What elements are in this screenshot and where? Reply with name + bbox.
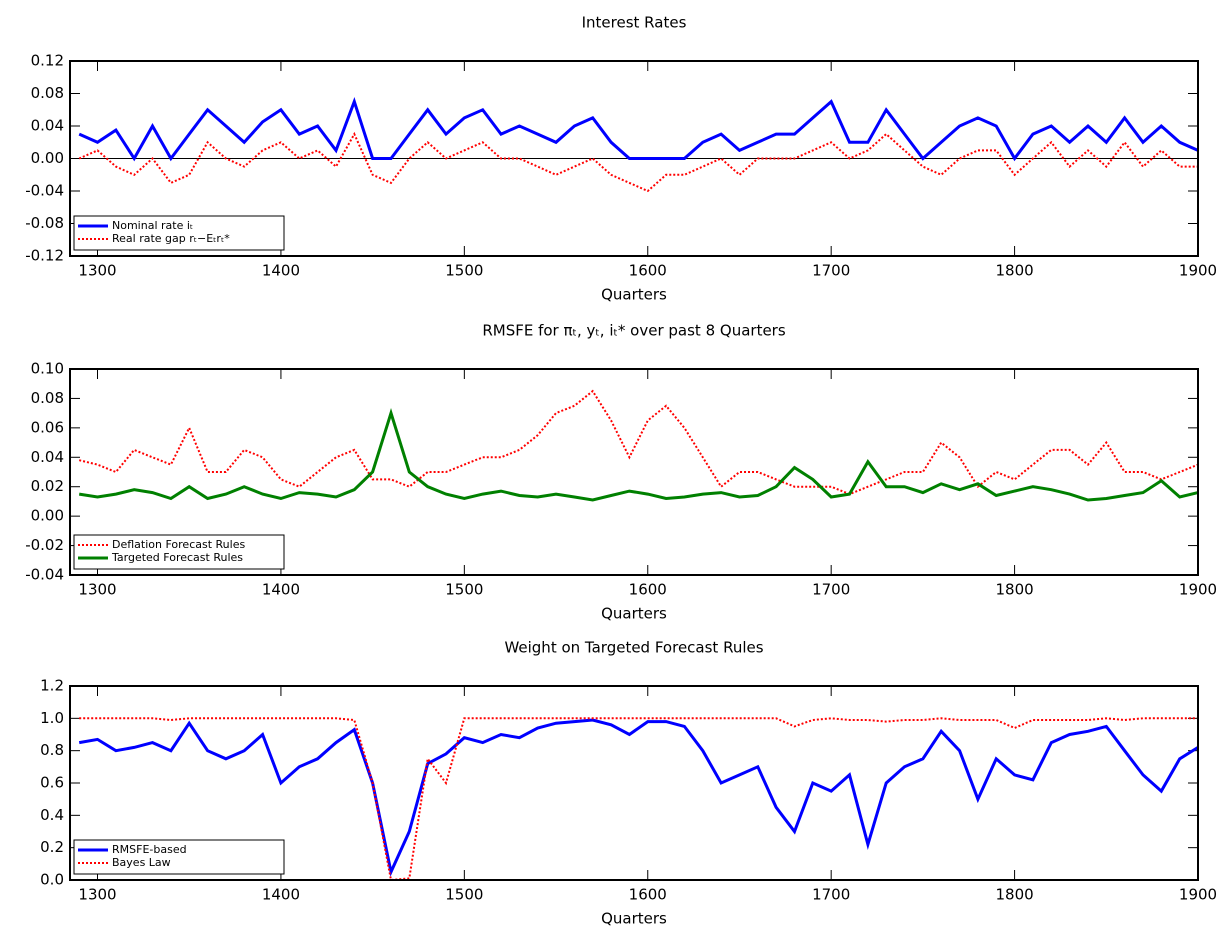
y-tick-label: 0.8	[40, 741, 64, 759]
x-tick-label: 1900	[1179, 262, 1217, 280]
y-tick-label: 0.4	[40, 806, 64, 824]
y-tick-label: 0.2	[40, 838, 64, 856]
y-tick-label: 1.2	[40, 677, 64, 695]
legend-box	[73, 215, 285, 251]
x-tick-label: 1400	[262, 886, 300, 904]
x-tick-label: 1300	[78, 262, 116, 280]
y-tick-label: 0.10	[31, 360, 64, 378]
x-tick-label: 1700	[812, 262, 850, 280]
x-tick-label: 1800	[995, 886, 1033, 904]
y-tick-label: -0.02	[25, 536, 64, 554]
x-tick-label: 1700	[812, 581, 850, 599]
x-tick-label: 1400	[262, 262, 300, 280]
y-tick-label: 0.0	[40, 871, 64, 889]
x-tick-label: 1500	[445, 581, 483, 599]
x-tick-label: 1500	[445, 262, 483, 280]
y-tick-label: -0.04	[25, 182, 64, 200]
y-tick-label: 0.02	[31, 477, 64, 495]
legend-box	[73, 534, 285, 570]
y-tick-label: 0.04	[31, 448, 64, 466]
plot-frame	[69, 60, 1199, 257]
x-tick-label: 1400	[262, 581, 300, 599]
x-tick-label: 1900	[1179, 581, 1217, 599]
x-axis-label: Quarters	[601, 605, 667, 623]
series-line	[78, 408, 1199, 502]
y-tick-label: 0.00	[31, 149, 64, 167]
x-tick-label: 1300	[78, 581, 116, 599]
legend-box	[73, 839, 285, 875]
plot-frame	[69, 685, 1199, 881]
y-tick-label: 0.08	[31, 389, 64, 407]
panel-title: Weight on Targeted Forecast Rules	[504, 639, 763, 657]
y-tick-label: 0.04	[31, 117, 64, 135]
series-line	[78, 131, 1198, 193]
x-tick-label: 1500	[445, 886, 483, 904]
x-tick-label: 1700	[812, 886, 850, 904]
legend-label: RMSFE-based	[112, 843, 187, 856]
y-tick-label: -0.04	[25, 566, 64, 584]
x-tick-label: 1600	[629, 886, 667, 904]
x-tick-label: 1600	[629, 262, 667, 280]
x-tick-label: 1800	[995, 581, 1033, 599]
y-tick-label: 0.08	[31, 84, 64, 102]
series-line	[78, 389, 1199, 496]
legend-label: Deflation Forecast Rules	[112, 538, 245, 551]
y-tick-label: 1.0	[40, 709, 64, 727]
y-tick-label: -0.12	[25, 247, 64, 265]
x-tick-label: 1800	[995, 262, 1033, 280]
x-tick-label: 1900	[1179, 886, 1217, 904]
y-tick-label: 0.6	[40, 774, 64, 792]
panel-title: Interest Rates	[582, 14, 687, 32]
x-axis-label: Quarters	[601, 286, 667, 304]
series-line	[78, 97, 1199, 162]
x-axis-label: Quarters	[601, 910, 667, 928]
plot-frame	[69, 368, 1199, 576]
legend-label: Real rate gap rₜ−Eₜrₜ*	[112, 232, 230, 245]
y-tick-label: 0.12	[31, 52, 64, 70]
y-tick-label: -0.08	[25, 214, 64, 232]
panel-title: RMSFE for πₜ, yₜ, iₜ* over past 8 Quarte…	[482, 322, 785, 340]
series-line	[78, 718, 1199, 877]
series-line	[79, 717, 1198, 882]
y-tick-label: 0.00	[31, 507, 64, 525]
legend-label: Bayes Law	[112, 856, 171, 869]
y-tick-label: 0.06	[31, 418, 64, 436]
legend-label: Targeted Forecast Rules	[111, 551, 243, 564]
x-tick-label: 1600	[629, 581, 667, 599]
x-tick-label: 1300	[78, 886, 116, 904]
legend-label: Nominal rate iₜ	[112, 219, 193, 232]
